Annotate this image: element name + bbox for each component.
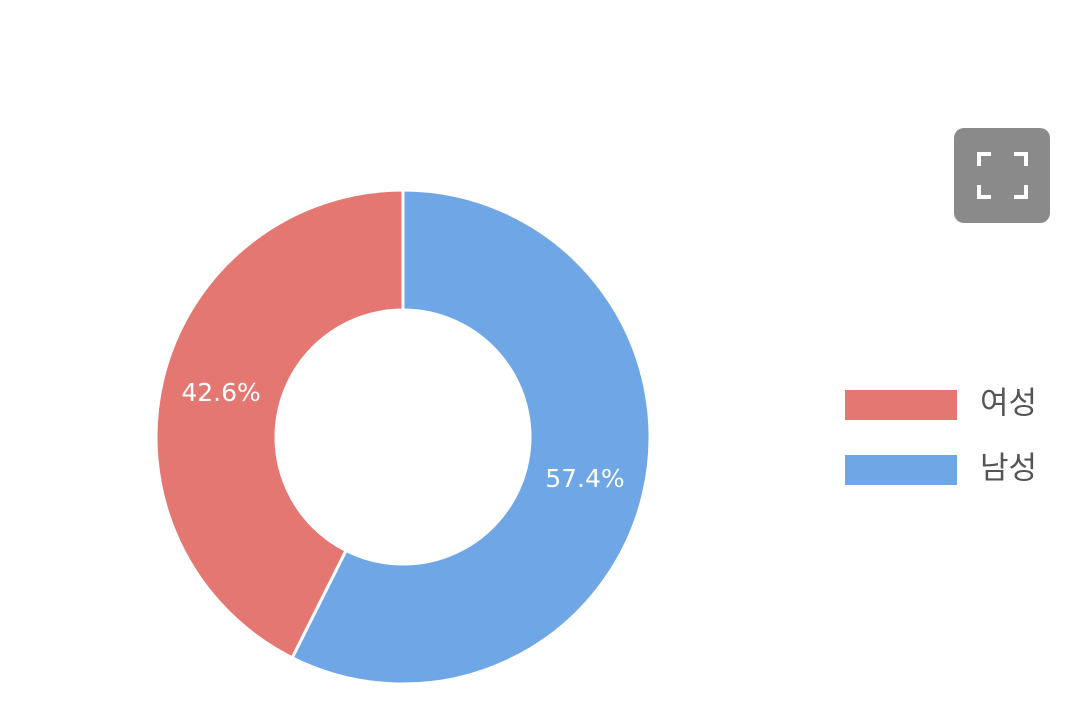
fullscreen-button[interactable]: [954, 128, 1050, 223]
slice: [290, 188, 652, 686]
fullscreen-button-bg[interactable]: [954, 128, 1050, 223]
legend-swatch: [845, 390, 957, 420]
slice: [154, 188, 405, 660]
data-label: 57.4%: [545, 464, 624, 493]
legend-swatch: [845, 455, 957, 485]
fullscreen-icon[interactable]: [977, 152, 1028, 199]
data-label: 42.6%: [181, 378, 260, 407]
legend-label: 여성: [980, 386, 1037, 422]
legend-label: 남성: [980, 451, 1037, 487]
